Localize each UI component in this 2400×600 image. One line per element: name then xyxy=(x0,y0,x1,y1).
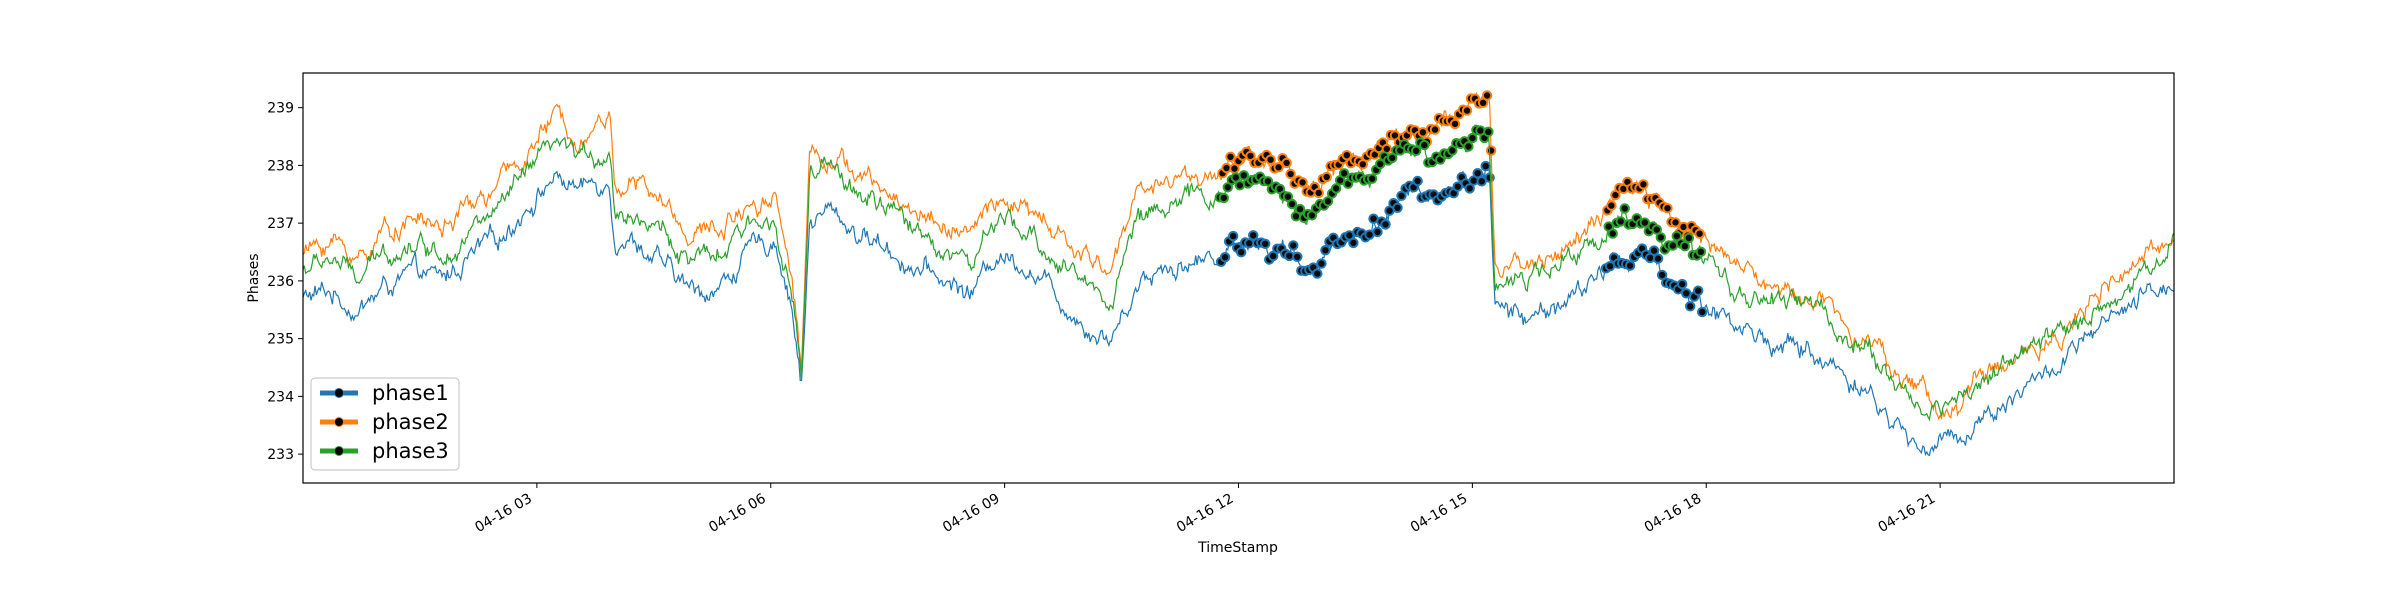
series-point-phase2 xyxy=(1694,228,1705,239)
series-point-phase1 xyxy=(1260,238,1271,250)
series-point-phase3 xyxy=(1651,224,1663,235)
series-point-phase1 xyxy=(1693,285,1704,296)
y-tick-label: 233 xyxy=(267,447,294,463)
legend-marker-phase2 xyxy=(334,417,344,427)
series-point-phase1 xyxy=(1316,258,1327,269)
series-point-phase2 xyxy=(1481,90,1493,101)
series-point-phase2 xyxy=(1297,177,1308,188)
series-point-phase2 xyxy=(1429,124,1441,135)
series-point-phase1 xyxy=(1248,230,1259,241)
series-point-phase1 xyxy=(1380,219,1391,230)
series-point-phase3 xyxy=(1607,228,1618,239)
series-point-phase1 xyxy=(1484,172,1495,183)
series-layer xyxy=(302,90,2175,457)
y-axis-label: Phases xyxy=(246,253,262,302)
series-point-phase1 xyxy=(1219,252,1231,263)
y-tick-label: 236 xyxy=(267,274,294,290)
series-markers-phase3 xyxy=(1214,124,1707,261)
series-point-phase3 xyxy=(1411,145,1422,157)
series-point-phase2 xyxy=(1265,154,1276,165)
series-point-phase2 xyxy=(1670,217,1681,228)
y-tick-label: 239 xyxy=(267,101,294,117)
series-point-phase1 xyxy=(1312,268,1323,279)
series-point-phase2 xyxy=(1225,151,1236,163)
series-point-phase1 xyxy=(1348,237,1359,249)
legend: phase1 phase2 phase3 xyxy=(310,377,460,471)
y-axis: 233 234 235 236 237 238 239 xyxy=(267,101,303,463)
series-point-phase3 xyxy=(1679,241,1691,252)
series-point-phase3 xyxy=(1683,232,1695,244)
series-point-phase3 xyxy=(1338,168,1350,179)
series-point-phase3 xyxy=(1238,170,1250,181)
series-point-phase1 xyxy=(1685,301,1696,312)
series-markers-phase1 xyxy=(1215,160,1708,318)
series-point-phase1 xyxy=(1292,251,1303,262)
series-point-phase1 xyxy=(1656,269,1668,281)
legend-label-phase1: phase1 xyxy=(372,381,449,405)
series-point-phase2 xyxy=(1313,187,1324,199)
legend-label-phase2: phase2 xyxy=(372,410,449,434)
series-point-phase1 xyxy=(1320,245,1331,256)
series-point-phase2 xyxy=(1285,168,1296,180)
series-point-phase2 xyxy=(1485,145,1497,156)
series-point-phase1 xyxy=(1677,278,1688,290)
series-point-phase3 xyxy=(1619,203,1630,214)
series-point-phase3 xyxy=(1667,240,1679,251)
series-point-phase3 xyxy=(1322,196,1334,207)
legend-label-phase3: phase3 xyxy=(372,439,449,463)
series-point-phase3 xyxy=(1483,126,1494,138)
series-point-phase2 xyxy=(1273,162,1284,173)
series-point-phase2 xyxy=(1281,157,1292,169)
series-point-phase3 xyxy=(1330,183,1342,194)
series-point-phase3 xyxy=(1375,158,1386,170)
series-point-phase1 xyxy=(1288,240,1299,251)
series-point-phase3 xyxy=(1218,192,1230,204)
series-point-phase2 xyxy=(1606,200,1617,211)
y-tick-label: 237 xyxy=(267,216,294,232)
y-tick-label: 238 xyxy=(267,158,294,174)
series-point-phase1 xyxy=(1236,247,1247,258)
series-point-phase1 xyxy=(1472,168,1483,179)
series-point-phase1 xyxy=(1412,175,1423,187)
series-point-phase3 xyxy=(1671,230,1683,242)
series-point-phase1 xyxy=(1392,202,1403,214)
legend-marker-phase3 xyxy=(334,446,344,456)
series-point-phase3 xyxy=(1655,232,1667,243)
y-tick-label: 235 xyxy=(267,332,294,348)
series-point-phase3 xyxy=(1286,198,1298,210)
series-markers-phase2 xyxy=(1217,90,1705,241)
series-point-phase3 xyxy=(1463,141,1474,152)
series-point-phase3 xyxy=(1639,217,1651,228)
series-point-phase1 xyxy=(1476,176,1487,187)
y-tick-label: 234 xyxy=(267,389,294,405)
series-point-phase1 xyxy=(1228,230,1239,242)
series-point-phase3 xyxy=(1262,176,1274,187)
legend-box xyxy=(310,377,460,471)
series-point-phase1 xyxy=(1652,253,1664,264)
series-point-phase1 xyxy=(1480,160,1491,172)
series-point-phase1 xyxy=(1372,226,1383,238)
series-point-phase1 xyxy=(1648,245,1660,256)
axes-background xyxy=(303,73,2174,483)
legend-marker-phase1 xyxy=(334,388,344,398)
series-point-phase2 xyxy=(1662,203,1673,214)
series-point-phase3 xyxy=(1467,132,1478,144)
series-point-phase2 xyxy=(1449,118,1461,130)
series-point-phase2 xyxy=(1461,105,1473,116)
series-point-phase1 xyxy=(1464,183,1475,194)
series-point-phase3 xyxy=(1419,139,1430,151)
series-point-phase1 xyxy=(1624,260,1636,271)
series-point-phase1 xyxy=(1697,306,1708,318)
x-axis-label: TimeStamp xyxy=(1197,540,1278,556)
series-point-phase3 xyxy=(1234,180,1246,191)
series-point-phase2 xyxy=(1321,171,1332,183)
series-point-phase3 xyxy=(1366,173,1378,184)
plot-area xyxy=(302,72,2175,484)
series-point-phase3 xyxy=(1294,203,1306,215)
series-point-phase2 xyxy=(1638,179,1649,190)
series-point-phase3 xyxy=(1695,246,1707,258)
series-point-phase2 xyxy=(1357,159,1369,170)
series-point-phase2 xyxy=(1341,150,1353,161)
